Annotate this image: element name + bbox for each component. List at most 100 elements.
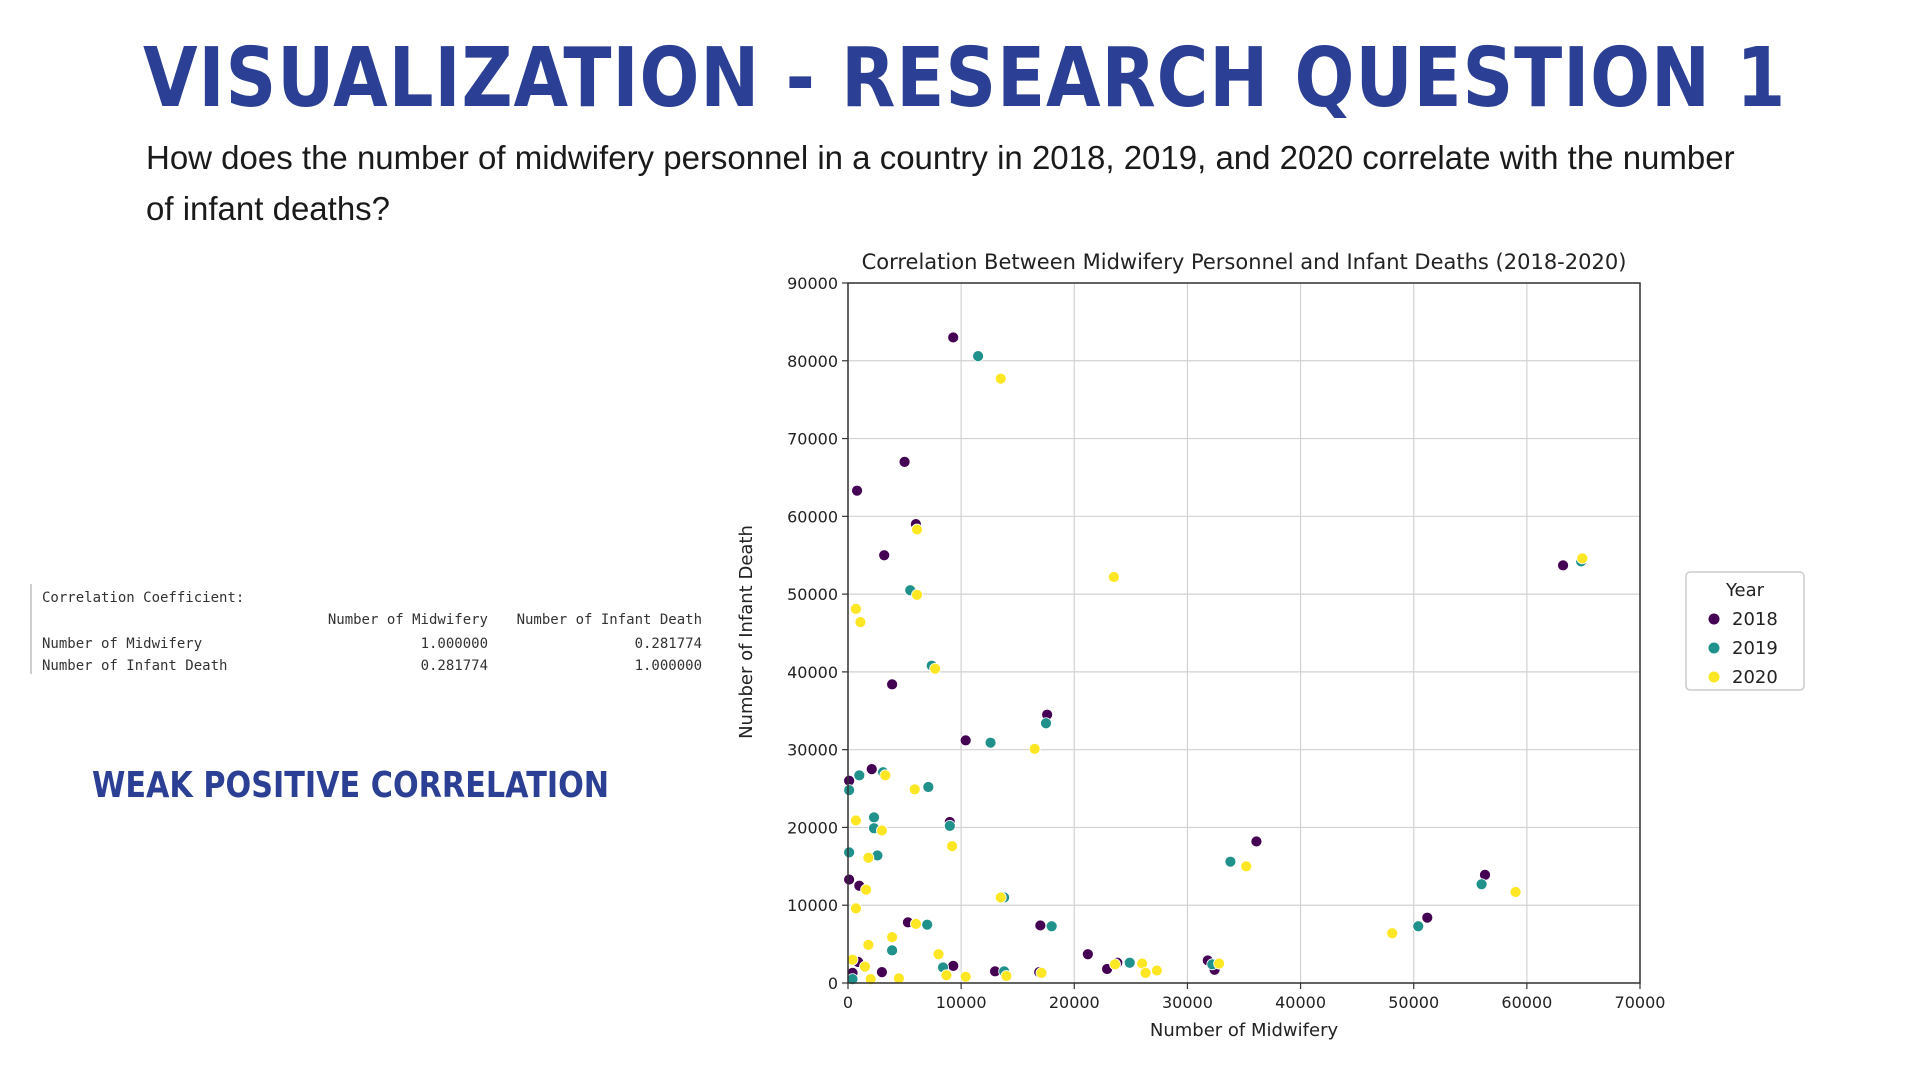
column-header-infant-death: Number of Infant Death [516, 612, 702, 628]
point-2018 [1081, 948, 1094, 961]
column-header-midwifery: Number of Midwifery [327, 612, 488, 628]
x-tick-label: 50000 [1388, 993, 1439, 1012]
point-2019 [1224, 855, 1237, 868]
point-2019 [1045, 920, 1058, 933]
x-tick-label: 0 [843, 993, 853, 1012]
point-2020 [911, 588, 923, 601]
y-tick-label: 10000 [787, 896, 838, 915]
point-2018 [959, 734, 972, 747]
point-2020 [854, 616, 867, 629]
point-2019 [843, 784, 856, 797]
legend-marker-2018 [1708, 613, 1720, 625]
y-tick-label: 40000 [787, 663, 838, 682]
point-2019 [843, 846, 856, 859]
point-2020 [909, 917, 922, 930]
point-2019 [886, 944, 899, 957]
slide-title: VISUALIZATION - RESEARCH QUESTION 1 [143, 31, 1787, 126]
y-tick-label: 20000 [787, 818, 838, 837]
point-2020 [1109, 958, 1121, 971]
point-2020 [862, 938, 875, 951]
cell-midwifery-infant-death: 0.281774 [634, 636, 702, 652]
point-2020 [879, 769, 892, 782]
point-2019 [868, 811, 880, 824]
cell-infant-death-infant-death: 1.000000 [634, 658, 702, 674]
point-2018 [876, 966, 888, 979]
point-2018 [886, 678, 899, 691]
point-2020 [876, 824, 888, 837]
conclusion-text: WEAK POSITIVE CORRELATION [92, 765, 610, 806]
y-tick-label: 0 [828, 974, 838, 993]
point-2019 [984, 736, 997, 749]
point-2020 [911, 523, 923, 536]
row-label-infant-death: Number of Infant Death [42, 658, 228, 674]
point-2018 [843, 873, 856, 886]
point-2020 [908, 783, 921, 796]
legend-marker-2019 [1708, 642, 1720, 654]
point-2020 [862, 851, 875, 864]
point-2018 [1421, 911, 1434, 924]
grid-lines [847, 282, 1641, 984]
x-tick-label: 40000 [1275, 993, 1326, 1012]
point-2020 [859, 960, 871, 973]
point-2020 [1000, 970, 1013, 982]
point-2019 [943, 819, 956, 832]
point-2019 [1475, 878, 1488, 891]
point-2020 [846, 953, 859, 966]
x-tick-label: 70000 [1615, 993, 1666, 1012]
legend-title: Year [1725, 580, 1765, 601]
point-2019 [846, 973, 859, 986]
x-axis-label: Number of Midwifery [1150, 1020, 1339, 1041]
y-axis-label: Number of Infant Death [736, 525, 757, 739]
point-2020 [1213, 957, 1226, 970]
x-tick-label: 60000 [1501, 993, 1552, 1012]
x-tick-label: 30000 [1162, 993, 1213, 1012]
legend-label-2019: 2019 [1732, 638, 1778, 659]
point-2020 [860, 883, 873, 896]
correlation-table: Correlation Coefficient: Number of Midwi… [30, 584, 712, 674]
research-question: How does the number of midwifery personn… [146, 139, 1735, 227]
point-2018 [947, 331, 960, 344]
point-2020 [994, 891, 1007, 904]
legend-label-2020: 2020 [1732, 667, 1778, 688]
point-2020 [1576, 552, 1589, 565]
point-2019 [1412, 920, 1425, 933]
data-points [843, 331, 1589, 986]
point-2020 [994, 372, 1007, 385]
point-2019 [921, 918, 934, 931]
point-2020 [929, 662, 942, 675]
point-2018 [1557, 559, 1569, 572]
point-2020 [850, 902, 862, 915]
point-2018 [865, 763, 878, 776]
y-tick-label: 30000 [787, 741, 838, 760]
point-2020 [1028, 742, 1041, 755]
x-tick-label: 20000 [1049, 993, 1100, 1012]
point-2020 [932, 948, 945, 961]
point-2018 [878, 549, 891, 562]
legend-marker-2020 [1708, 671, 1720, 683]
point-2019 [922, 781, 935, 793]
x-tick-label: 10000 [936, 993, 987, 1012]
point-2018 [851, 484, 863, 497]
point-2020 [850, 814, 862, 827]
point-2019 [1040, 717, 1052, 730]
point-2020 [1139, 966, 1152, 979]
point-2020 [864, 973, 877, 986]
point-2020 [1150, 964, 1163, 977]
point-2020 [946, 840, 958, 853]
point-2018 [898, 455, 911, 468]
point-2018 [1034, 919, 1047, 932]
point-2020 [940, 969, 953, 982]
scatter-chart: Correlation Between Midwifery Personnel … [736, 250, 1805, 1041]
point-2020 [850, 602, 862, 615]
y-tick-label: 50000 [787, 585, 838, 604]
correlation-caption: Correlation Coefficient: [42, 590, 245, 606]
point-2020 [893, 972, 905, 985]
point-2019 [853, 769, 866, 782]
point-2020 [959, 970, 972, 983]
point-2020 [1107, 571, 1120, 583]
y-tick-label: 90000 [787, 274, 838, 293]
y-tick-label: 60000 [787, 507, 838, 526]
y-tick-label: 80000 [787, 352, 838, 371]
axes: 0 10000 20000 30000 40000 50000 60000 70000 0 100… [787, 274, 1665, 1012]
row-label-midwifery: Number of Midwifery [42, 636, 203, 652]
